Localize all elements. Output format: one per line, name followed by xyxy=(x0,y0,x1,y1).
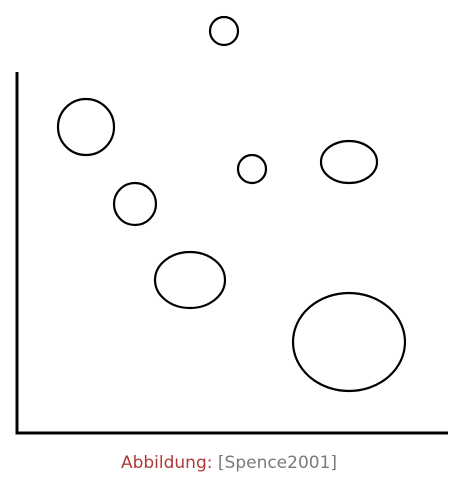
bubble-diagram xyxy=(15,15,448,435)
bubble xyxy=(236,153,268,185)
bubble xyxy=(153,250,227,310)
figure-caption: Abbildung: [Spence2001] xyxy=(0,452,458,474)
caption-reference: [Spence2001] xyxy=(217,453,338,473)
caption-label: Abbildung: xyxy=(120,453,213,473)
bubble xyxy=(112,181,158,227)
bubble xyxy=(56,97,116,157)
bubble xyxy=(208,15,240,47)
bubble xyxy=(291,291,407,393)
bubble xyxy=(319,139,379,185)
